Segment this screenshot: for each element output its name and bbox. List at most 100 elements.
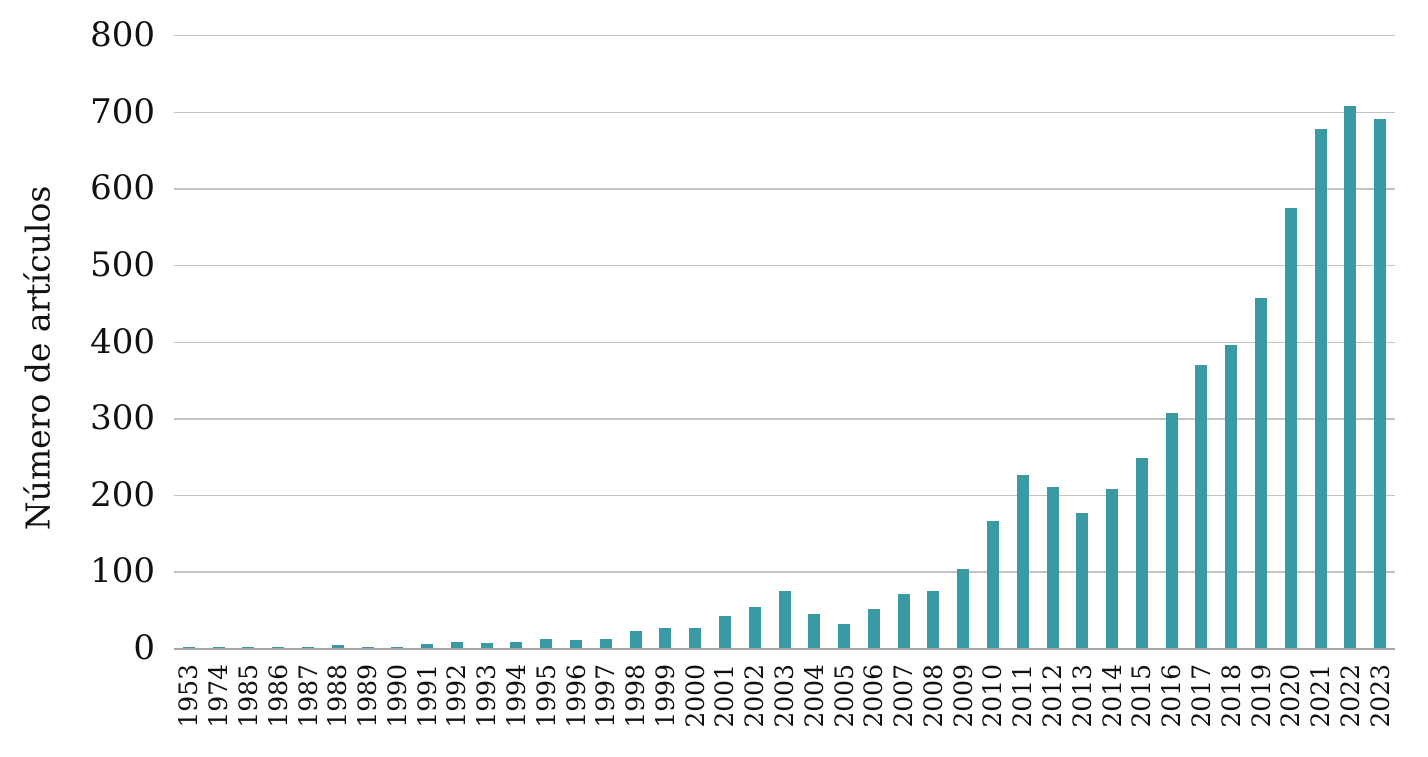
x-tick-cell-1986: 1986 — [263, 664, 293, 728]
bar-1998 — [629, 631, 642, 648]
x-tick-cell-1996: 1996 — [561, 664, 591, 728]
bar-2005 — [838, 624, 851, 648]
x-tick-cell-2013: 2013 — [1067, 664, 1097, 728]
x-tick-label-2011: 2011 — [1008, 664, 1038, 728]
bar-1993 — [480, 642, 493, 648]
x-tick-cell-1989: 1989 — [353, 664, 383, 728]
y-tick-label-100: 100 — [90, 551, 155, 592]
bar-1990 — [391, 647, 404, 648]
x-tick-cell-2000: 2000 — [680, 664, 710, 728]
x-tick-cell-2019: 2019 — [1246, 664, 1276, 728]
x-tick-label-1974: 1974 — [204, 664, 234, 728]
gridline-700 — [174, 111, 1395, 114]
bar-cell-2012 — [1038, 35, 1068, 648]
bar-2002 — [748, 606, 761, 648]
x-tick-cell-1987: 1987 — [293, 664, 323, 728]
x-tick-cell-1953: 1953 — [174, 664, 204, 728]
bar-2009 — [957, 569, 970, 648]
x-tick-cell-2002: 2002 — [740, 664, 770, 728]
x-tick-label-2023: 2023 — [1365, 664, 1395, 728]
y-tick-label-300: 300 — [90, 398, 155, 439]
x-tick-label-2015: 2015 — [1127, 664, 1157, 728]
bar-cell-2003 — [770, 35, 800, 648]
x-tick-label-1988: 1988 — [323, 664, 353, 728]
y-axis-tick-labels: 800 700 600 500 400 300 200 100 0 — [0, 18, 155, 665]
x-tick-cell-2014: 2014 — [1097, 664, 1127, 728]
x-tick-label-2013: 2013 — [1067, 664, 1097, 728]
x-tick-label-1996: 1996 — [561, 664, 591, 728]
x-tick-label-2010: 2010 — [978, 664, 1008, 728]
x-tick-label-2017: 2017 — [1186, 664, 1216, 728]
bar-cell-2023 — [1365, 35, 1395, 648]
x-tick-cell-1974: 1974 — [204, 664, 234, 728]
bar-1999 — [659, 628, 672, 648]
gridline-500 — [174, 264, 1395, 267]
x-tick-cell-1994: 1994 — [502, 664, 532, 728]
x-tick-cell-2016: 2016 — [1157, 664, 1187, 728]
x-tick-cell-2020: 2020 — [1276, 664, 1306, 728]
bar-cell-2020 — [1276, 35, 1306, 648]
x-tick-cell-2007: 2007 — [889, 664, 919, 728]
bar-1994 — [510, 641, 523, 648]
bar-cell-1995 — [531, 35, 561, 648]
bar-cell-1997 — [591, 35, 621, 648]
bar-2004 — [808, 613, 821, 648]
bar-cell-1990 — [382, 35, 412, 648]
bars-container — [174, 35, 1395, 648]
x-tick-label-1985: 1985 — [233, 664, 263, 728]
x-tick-label-1997: 1997 — [591, 664, 621, 728]
x-tick-cell-2010: 2010 — [978, 664, 1008, 728]
bar-cell-1994 — [502, 35, 532, 648]
bar-1988 — [331, 644, 344, 648]
bar-2019 — [1255, 297, 1268, 648]
bar-1992 — [450, 641, 463, 648]
bar-2010 — [986, 520, 999, 648]
y-tick-label-200: 200 — [90, 474, 155, 515]
bar-cell-1987 — [293, 35, 323, 648]
x-tick-cell-2008: 2008 — [919, 664, 949, 728]
bar-cell-2018 — [1216, 35, 1246, 648]
x-tick-cell-2005: 2005 — [829, 664, 859, 728]
x-tick-cell-1985: 1985 — [234, 664, 264, 728]
x-tick-cell-2004: 2004 — [799, 664, 829, 728]
bar-2013 — [1076, 513, 1089, 648]
x-tick-label-2014: 2014 — [1097, 664, 1127, 728]
x-tick-label-2016: 2016 — [1157, 664, 1187, 728]
bar-cell-2006 — [859, 35, 889, 648]
x-tick-label-2009: 2009 — [948, 664, 978, 728]
bar-cell-2002 — [740, 35, 770, 648]
x-tick-cell-1988: 1988 — [323, 664, 353, 728]
x-tick-label-2001: 2001 — [710, 664, 740, 728]
y-tick-label-500: 500 — [90, 244, 155, 285]
x-tick-label-2012: 2012 — [1038, 664, 1068, 728]
y-tick-label-700: 700 — [90, 91, 155, 132]
x-axis-line — [174, 648, 1395, 650]
x-tick-label-1953: 1953 — [174, 664, 204, 728]
bar-cell-1993 — [472, 35, 502, 648]
x-tick-cell-2018: 2018 — [1216, 664, 1246, 728]
bar-2001 — [718, 615, 731, 648]
bar-2023 — [1374, 118, 1387, 648]
x-tick-cell-1993: 1993 — [472, 664, 502, 728]
bar-cell-1999 — [651, 35, 681, 648]
x-tick-cell-2009: 2009 — [948, 664, 978, 728]
x-tick-cell-2006: 2006 — [859, 664, 889, 728]
gridline-400 — [174, 341, 1395, 343]
bar-1985 — [242, 647, 255, 648]
y-tick-label-400: 400 — [90, 321, 155, 362]
x-tick-cell-1991: 1991 — [412, 664, 442, 728]
gridline-100 — [174, 571, 1395, 573]
bar-2006 — [867, 608, 880, 648]
x-tick-label-1994: 1994 — [501, 664, 531, 728]
bar-2000 — [689, 628, 702, 648]
x-axis-tick-labels: 1953 1974 1985 1986 1987 1988 1989 1990 1991 1992… — [174, 650, 1395, 750]
x-tick-label-1993: 1993 — [472, 664, 502, 728]
bar-cell-2005 — [829, 35, 859, 648]
x-tick-cell-1997: 1997 — [591, 664, 621, 728]
x-tick-label-2022: 2022 — [1335, 664, 1365, 728]
x-tick-label-2002: 2002 — [740, 664, 770, 728]
x-tick-label-2021: 2021 — [1306, 664, 1336, 728]
plot-area — [174, 35, 1395, 650]
bar-cell-2022 — [1335, 35, 1365, 648]
bar-cell-1998 — [621, 35, 651, 648]
